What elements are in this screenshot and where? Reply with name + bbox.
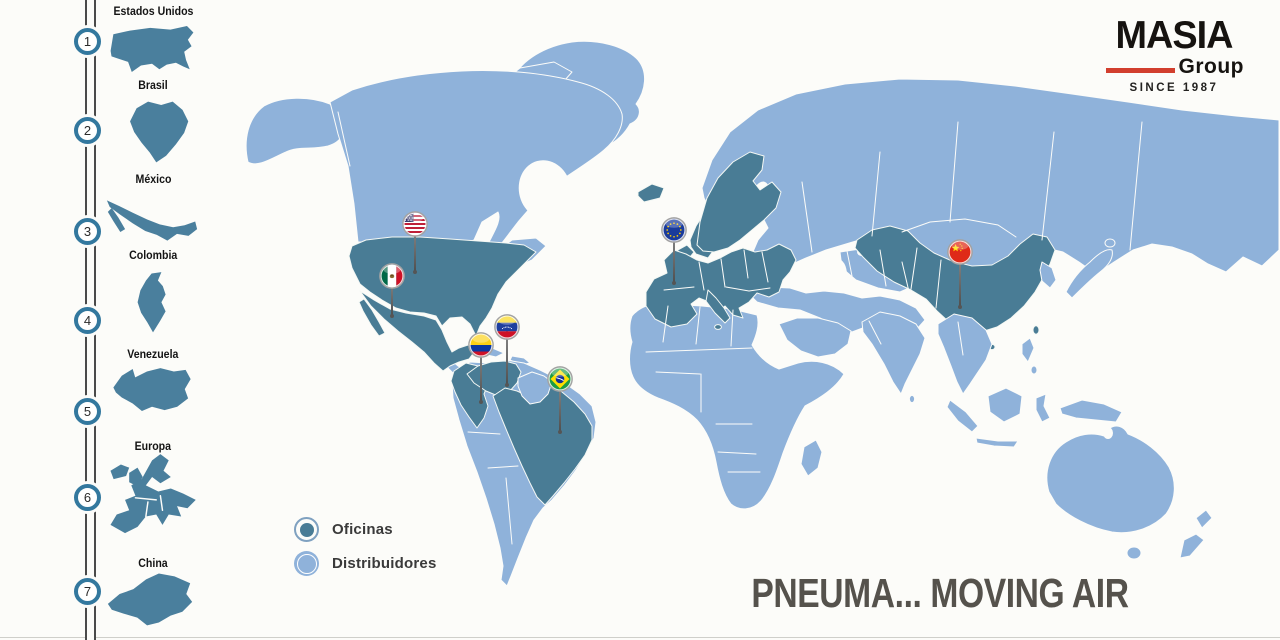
china-flag — [947, 239, 973, 265]
step-circle-1: 1 — [74, 28, 101, 55]
brazil-silhouette — [130, 101, 189, 163]
pin-europe — [661, 217, 687, 285]
step-circle-3: 3 — [74, 218, 101, 245]
usa-flag — [402, 211, 428, 237]
china-silhouette — [107, 573, 193, 626]
venezuela-flag — [494, 314, 520, 340]
distributor-swatch-icon — [294, 551, 319, 576]
venezuela-silhouette — [113, 368, 191, 411]
sidebar-label-europa: Europa — [134, 441, 172, 453]
legend-office: Oficinas — [294, 517, 393, 542]
colombia-flag — [468, 332, 494, 358]
bottom-divider — [0, 637, 1280, 638]
step-circle-7: 7 — [74, 578, 101, 605]
legend-distributor: Distribuidores — [294, 551, 436, 576]
logo-since-text: SINCE 1987 — [1129, 82, 1219, 94]
pin-mexico — [379, 263, 405, 318]
office-swatch-icon — [294, 517, 319, 542]
pin-brazil — [547, 366, 573, 434]
sidebar-label-colombia: Colombia — [128, 250, 178, 262]
step-circle-4: 4 — [74, 307, 101, 334]
sidebar-label-mexico: México — [135, 174, 171, 186]
step-circle-5: 5 — [74, 398, 101, 425]
colombia-silhouette — [137, 272, 166, 333]
pin-venezuela — [494, 314, 520, 387]
sidebar-label-venezuela: Venezuela — [127, 349, 179, 361]
step-circle-2: 2 — [74, 117, 101, 144]
sidebar-label-brasil: Brasil — [138, 80, 168, 92]
brazil-flag — [547, 366, 573, 392]
step-circle-6: 6 — [74, 484, 101, 511]
eu-flag — [661, 217, 687, 243]
pin-china — [947, 239, 973, 309]
mexico-silhouette — [106, 200, 198, 241]
sidebar-label-estados-unidos: Estados Unidos — [113, 6, 193, 18]
mexico-flag — [379, 263, 405, 289]
europe-silhouette — [110, 454, 196, 534]
logo-brand-text: MASIA — [1115, 14, 1233, 57]
pin-usa — [402, 211, 428, 274]
logo-group-text: Group — [1178, 55, 1244, 78]
sidebar-label-china: China — [138, 558, 168, 570]
usa-silhouette — [110, 26, 194, 72]
legend-distributor-label: Distribuidores — [332, 555, 437, 572]
tagline: PNEUMA... MOVING AIR — [751, 570, 1129, 616]
pin-colombia — [468, 332, 494, 404]
world-map — [245, 40, 1280, 587]
logo-red-bar — [1106, 68, 1175, 73]
legend-office-label: Oficinas — [332, 521, 393, 538]
masia-group-logo: MASIA Group SINCE 1987 — [1098, 16, 1250, 94]
